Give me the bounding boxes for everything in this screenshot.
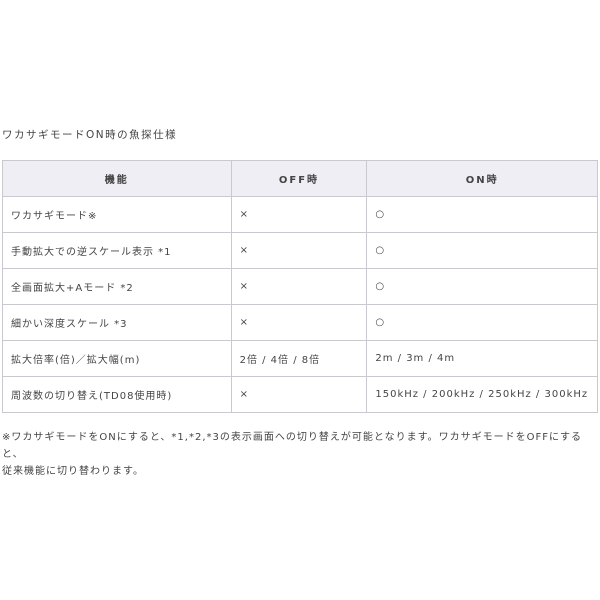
cell-feature: 拡大倍率(倍)／拡大幅(m) [2,340,232,377]
table-row: 細かい深度スケール *3 × ○ [2,304,598,341]
cell-on: ○ [366,232,598,269]
cell-feature: 全画面拡大+Aモード *2 [2,268,232,305]
footnote-line: ※ワカサギモードをONにすると、*1,*2,*3の表示画面への切り替えが可能とな… [2,432,583,460]
footnote-line: 従来機能に切り替わります。 [2,466,144,477]
cell-off: × [230,268,368,305]
cell-feature: 周波数の切り替え(TD08使用時) [2,376,232,413]
cell-off: × [230,232,368,269]
spec-table: 機能 OFF時 ON時 ワカサギモード※ × ○ 手動拡大での逆スケール表示 *… [2,160,598,413]
cell-off: × [230,376,368,413]
header-feature: 機能 [2,160,232,197]
cell-on: ○ [366,268,598,305]
header-on: ON時 [366,160,598,197]
cell-feature: 手動拡大での逆スケール表示 *1 [2,232,232,269]
cell-on: 150kHz / 200kHz / 250kHz / 300kHz [366,376,598,413]
cell-on: ○ [366,196,598,233]
table-header-row: 機能 OFF時 ON時 [2,160,598,197]
table-row: 全画面拡大+Aモード *2 × ○ [2,268,598,305]
table-row: 手動拡大での逆スケール表示 *1 × ○ [2,232,598,269]
cell-off: × [230,196,368,233]
cell-on: ○ [366,304,598,341]
cell-feature: ワカサギモード※ [2,196,232,233]
footnote: ※ワカサギモードをONにすると、*1,*2,*3の表示画面への切り替えが可能とな… [2,429,598,480]
cell-off: × [230,304,368,341]
cell-off: 2倍 / 4倍 / 8倍 [230,340,368,377]
table-row: 周波数の切り替え(TD08使用時) × 150kHz / 200kHz / 25… [2,376,598,413]
cell-feature: 細かい深度スケール *3 [2,304,232,341]
cell-on: 2m / 3m / 4m [366,340,598,377]
header-off: OFF時 [230,160,368,197]
table-row: ワカサギモード※ × ○ [2,196,598,233]
table-row: 拡大倍率(倍)／拡大幅(m) 2倍 / 4倍 / 8倍 2m / 3m / 4m [2,340,598,377]
section-title: ワカサギモードON時の魚探仕様 [2,129,178,141]
